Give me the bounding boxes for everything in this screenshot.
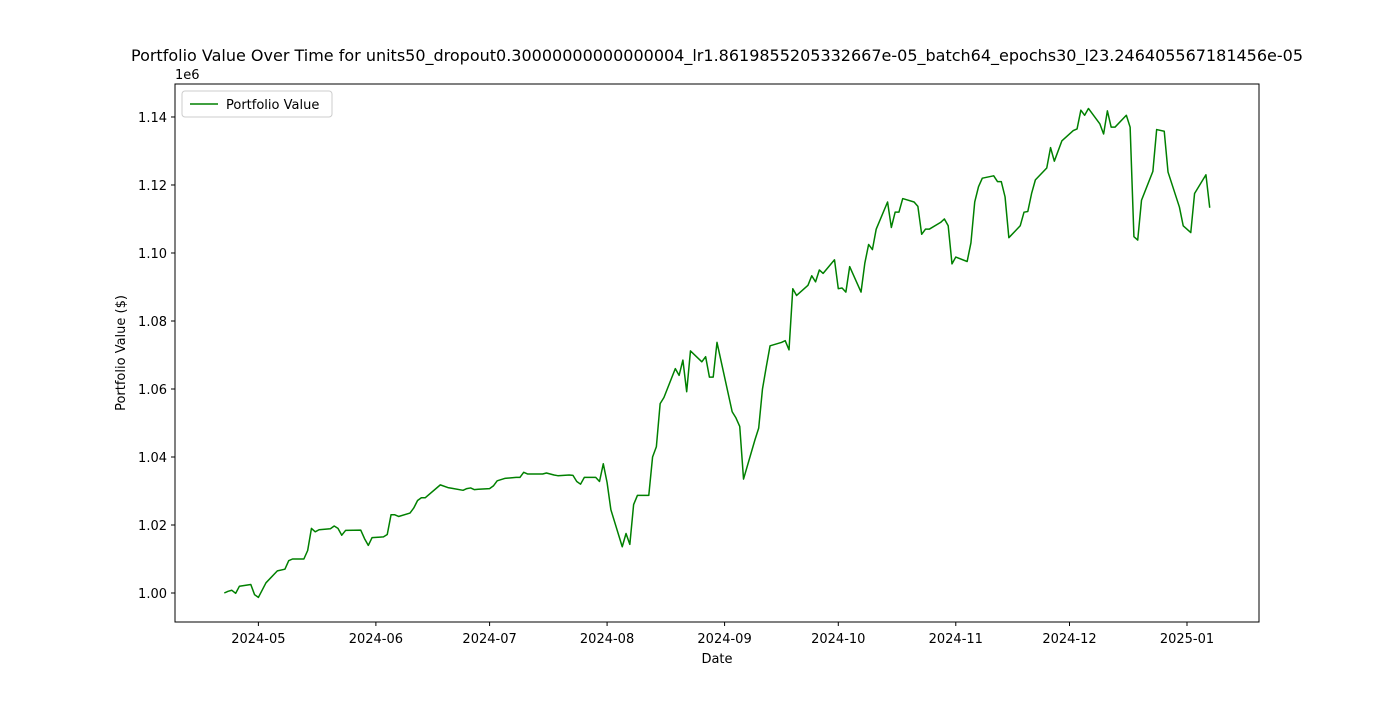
plot-frame	[174, 83, 1260, 623]
series-line	[223, 107, 1211, 599]
y-tick-label: 1.10	[138, 247, 167, 262]
legend-label: Portfolio Value	[226, 98, 319, 113]
y-tick-label: 1.14	[138, 111, 167, 126]
x-tick-label: 2024-08	[580, 632, 634, 647]
legend-box	[181, 90, 333, 118]
x-tick-label: 2024-11	[929, 632, 983, 647]
chart-title: Portfolio Value Over Time for units50_dr…	[131, 46, 1303, 66]
x-tick-label: 2024-07	[462, 632, 516, 647]
y-tick-label: 1.08	[138, 315, 167, 330]
x-tick-label: 2024-06	[349, 632, 403, 647]
legend: Portfolio Value	[181, 90, 333, 118]
x-tick-label: 2025-01	[1160, 632, 1214, 647]
y-tick-label: 1.04	[138, 451, 167, 466]
x-axis-label: Date	[701, 652, 732, 667]
x-tick-label: 2024-10	[811, 632, 865, 647]
y-tick-label: 1.00	[138, 587, 167, 602]
y-tick-label: 1.02	[138, 519, 167, 534]
y-tick-label: 1.12	[138, 179, 167, 194]
y-tick-label: 1.06	[138, 383, 167, 398]
x-tick-label: 2024-09	[697, 632, 751, 647]
y-offset-label: 1e6	[175, 68, 200, 83]
x-tick-label: 2024-12	[1042, 632, 1096, 647]
y-axis-label: Portfolio Value ($)	[114, 295, 129, 411]
x-tick-label: 2024-05	[231, 632, 285, 647]
